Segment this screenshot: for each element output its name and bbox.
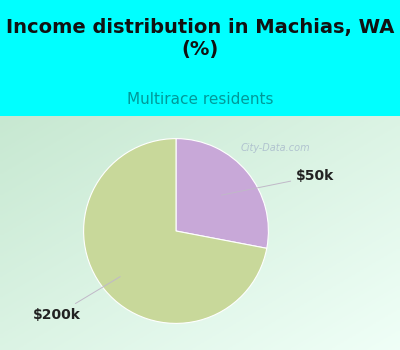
Text: $200k: $200k (33, 276, 120, 322)
Wedge shape (84, 139, 267, 323)
Text: City-Data.com: City-Data.com (240, 143, 310, 153)
Text: Income distribution in Machias, WA
(%): Income distribution in Machias, WA (%) (6, 18, 394, 59)
Wedge shape (176, 139, 268, 248)
Text: Multirace residents: Multirace residents (127, 92, 273, 107)
Text: $50k: $50k (222, 169, 334, 195)
